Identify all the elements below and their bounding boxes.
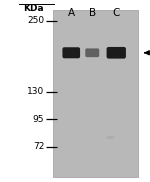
- FancyBboxPatch shape: [106, 47, 126, 59]
- FancyBboxPatch shape: [85, 48, 99, 57]
- Ellipse shape: [106, 136, 114, 139]
- Text: A: A: [68, 8, 75, 18]
- Text: C: C: [112, 8, 120, 18]
- Bar: [53, 10, 138, 177]
- Text: 72: 72: [33, 142, 44, 151]
- Text: 250: 250: [27, 16, 44, 25]
- Text: B: B: [89, 8, 96, 18]
- FancyBboxPatch shape: [62, 47, 80, 58]
- Text: 95: 95: [33, 115, 44, 124]
- Text: 130: 130: [27, 87, 44, 96]
- Text: KDa: KDa: [24, 4, 44, 13]
